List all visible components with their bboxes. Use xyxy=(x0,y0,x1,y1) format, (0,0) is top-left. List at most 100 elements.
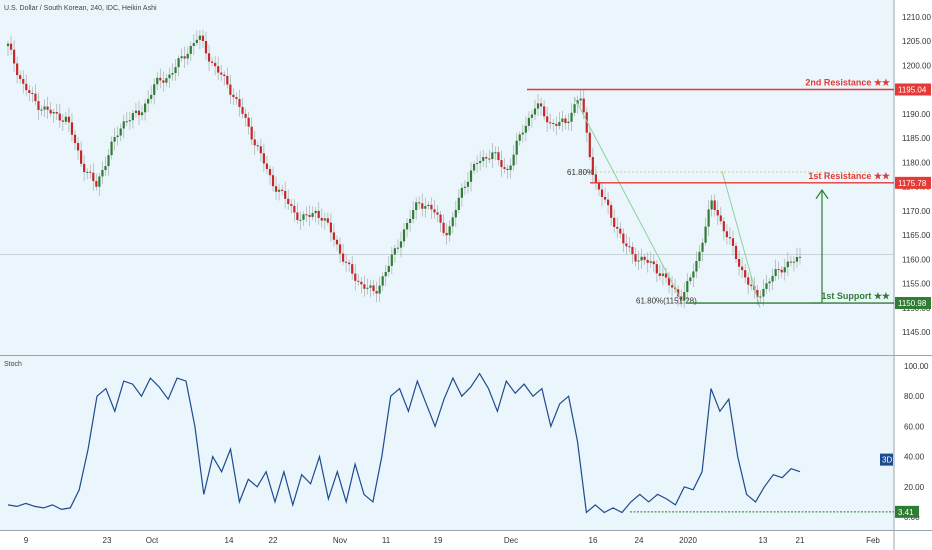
candle-body xyxy=(6,43,10,47)
time-tick-label: Oct xyxy=(146,536,159,545)
candle-body xyxy=(439,214,442,223)
candle-body xyxy=(195,39,198,44)
price-tick-label: 1145.00 xyxy=(902,328,931,337)
candle-body xyxy=(210,61,214,63)
candle-body xyxy=(153,84,156,95)
candle-body xyxy=(189,45,192,54)
candle-body xyxy=(220,72,223,75)
candle-body xyxy=(198,35,202,40)
candle-body xyxy=(701,242,704,252)
candle-body xyxy=(765,283,768,289)
candle-body xyxy=(150,94,153,99)
candle-body xyxy=(396,247,400,249)
candle-body xyxy=(670,285,674,288)
time-tick-label: Feb xyxy=(866,536,880,545)
candle-body xyxy=(64,116,67,122)
candle-body xyxy=(217,66,220,73)
candle-body xyxy=(165,78,168,83)
price-tick-label: 1205.00 xyxy=(902,37,931,46)
candle-body xyxy=(466,181,470,187)
candle-body xyxy=(89,171,92,173)
time-tick-label: 14 xyxy=(225,536,234,545)
candle-body xyxy=(427,204,430,207)
candle-body xyxy=(628,246,631,248)
fib-label: 61.80%(1151.28) xyxy=(636,297,697,306)
candle-body xyxy=(579,98,582,101)
candle-body xyxy=(415,202,418,211)
candle-body xyxy=(147,98,150,104)
candle-body xyxy=(762,288,765,297)
candle-body xyxy=(744,270,747,278)
time-tick-label: 19 xyxy=(434,536,443,545)
candle-body xyxy=(512,154,515,166)
candle-body xyxy=(171,73,174,75)
candle-body xyxy=(594,174,598,183)
candle-body xyxy=(107,155,110,167)
time-tick-label: 2020 xyxy=(679,536,697,545)
candle-body xyxy=(317,210,320,218)
candle-body xyxy=(494,152,497,154)
time-tick-label: 9 xyxy=(24,536,29,545)
candle-body xyxy=(719,215,722,222)
price-tick-label: 1200.00 xyxy=(902,61,931,70)
candle-body xyxy=(58,113,61,121)
candle-body xyxy=(180,56,183,59)
candle-body xyxy=(116,135,119,138)
candle-body xyxy=(28,90,31,94)
candle-body xyxy=(37,101,40,110)
candle-body xyxy=(421,203,424,209)
stoch-pane-title: Stoch xyxy=(4,361,22,368)
candle-body xyxy=(268,168,272,176)
candle-body xyxy=(22,79,25,84)
candle-body xyxy=(290,204,293,206)
candle-body xyxy=(491,152,494,160)
candle-body xyxy=(369,285,372,288)
candle-body xyxy=(52,111,55,114)
candle-body xyxy=(597,182,601,190)
candle-body xyxy=(536,103,540,109)
candle-body xyxy=(186,53,189,59)
candle-body xyxy=(113,137,116,142)
candle-body xyxy=(412,210,415,219)
candle-body xyxy=(771,276,774,282)
candle-body xyxy=(445,232,448,236)
candle-body xyxy=(783,267,786,273)
candle-body xyxy=(70,122,74,135)
candle-body xyxy=(768,281,771,284)
candle-body xyxy=(168,74,171,79)
candle-body xyxy=(570,112,573,122)
candle-body xyxy=(98,176,101,187)
candle-body xyxy=(433,209,436,213)
price-tick-label: 1180.00 xyxy=(902,158,931,167)
fib-swing-line xyxy=(573,96,683,302)
candle-body xyxy=(667,277,671,286)
candle-body xyxy=(448,226,451,236)
candle-body xyxy=(405,222,409,230)
candle-body xyxy=(338,244,342,254)
candle-body xyxy=(527,117,530,126)
candle-body xyxy=(86,171,89,173)
time-tick-label: 11 xyxy=(382,536,391,545)
candle-body xyxy=(399,241,403,248)
candle-body xyxy=(716,210,719,216)
candle-body xyxy=(479,160,482,164)
candle-body xyxy=(759,296,762,298)
candle-body xyxy=(284,190,287,199)
candle-body xyxy=(430,204,433,210)
candle-body xyxy=(366,287,369,289)
candle-body xyxy=(204,41,208,54)
candle-body xyxy=(375,290,378,294)
candle-body xyxy=(689,277,692,282)
candle-body xyxy=(476,163,479,165)
time-tick-label: Dec xyxy=(504,536,518,545)
time-tick-label: 24 xyxy=(635,536,644,545)
candle-body xyxy=(226,75,229,85)
candle-body xyxy=(524,125,527,133)
price-tag-value: 1175.78 xyxy=(898,179,927,188)
candle-body xyxy=(80,150,83,164)
candle-body xyxy=(582,98,585,113)
candle-body xyxy=(646,259,649,263)
candle-body xyxy=(463,186,467,188)
candle-body xyxy=(244,113,247,118)
candle-body xyxy=(393,248,396,255)
